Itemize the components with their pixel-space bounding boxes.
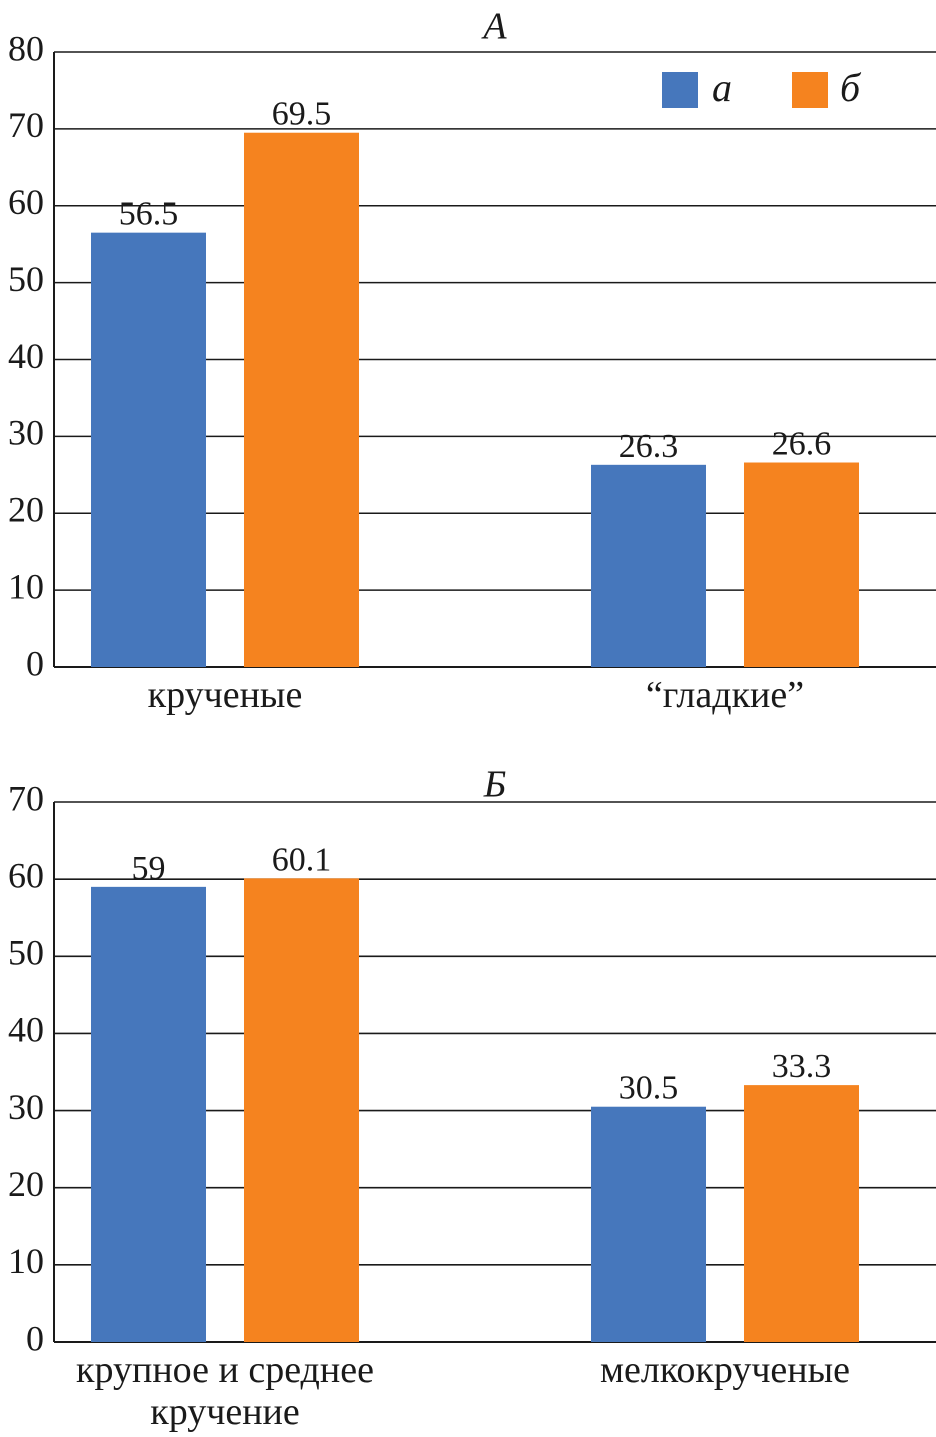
y-tick-label: 40	[8, 1010, 44, 1050]
chart-title: Б	[483, 764, 506, 806]
data-label: 26.6	[772, 426, 832, 463]
legend-label: а	[712, 65, 732, 110]
y-tick-label: 0	[26, 643, 44, 683]
bar-а-0	[91, 232, 206, 667]
data-label: 56.5	[119, 196, 179, 233]
y-tick-label: 60	[8, 182, 44, 222]
data-label: 33.3	[772, 1048, 832, 1085]
data-label: 59	[132, 850, 166, 887]
bar-а-0	[91, 886, 206, 1342]
x-category-label: крученые	[148, 674, 303, 716]
chart-panel-b: Б 0 10 20 30 40 50 60 70 59 60.1 крупное и среднеек…	[8, 764, 936, 1433]
x-category-label: “гладкие”	[646, 674, 804, 716]
bar-б-1	[744, 1085, 859, 1342]
y-tick-label: 30	[8, 1087, 44, 1127]
y-tick-label: 10	[8, 1241, 44, 1281]
x-category-label: крупное и среднее	[76, 1349, 374, 1391]
y-tick-label: 20	[8, 490, 44, 530]
y-tick-label: 50	[8, 933, 44, 973]
legend-label: б	[840, 65, 862, 110]
y-tick-label: 50	[8, 259, 44, 299]
data-label: 69.5	[272, 96, 332, 133]
y-tick-label: 70	[8, 778, 44, 818]
legend-swatch-а	[662, 72, 698, 108]
x-category-label: кручение	[150, 1391, 299, 1433]
bar-б-0	[244, 878, 359, 1342]
legend-swatch-б	[792, 72, 828, 108]
y-tick-label: 80	[8, 28, 44, 68]
bar-а-1	[591, 1106, 706, 1342]
y-tick-label: 70	[8, 105, 44, 145]
x-category-label: мелкокрученые	[600, 1349, 850, 1391]
y-tick-label: 60	[8, 855, 44, 895]
data-label: 30.5	[619, 1070, 679, 1107]
y-tick-label: 40	[8, 336, 44, 376]
y-tick-label: 30	[8, 413, 44, 453]
chart-title: А	[480, 6, 507, 48]
bar-а-1	[591, 464, 706, 667]
bar-б-0	[244, 132, 359, 667]
data-label: 26.3	[619, 428, 679, 465]
chart-panel-a: А 0 10 20 30 40 50 60 70 80 56.5 69.5 крученые 26.3 26…	[8, 6, 936, 716]
y-tick-label: 10	[8, 566, 44, 606]
y-tick-label: 20	[8, 1164, 44, 1204]
y-tick-label: 0	[26, 1318, 44, 1358]
data-label: 60.1	[272, 841, 332, 878]
bar-б-1	[744, 462, 859, 667]
